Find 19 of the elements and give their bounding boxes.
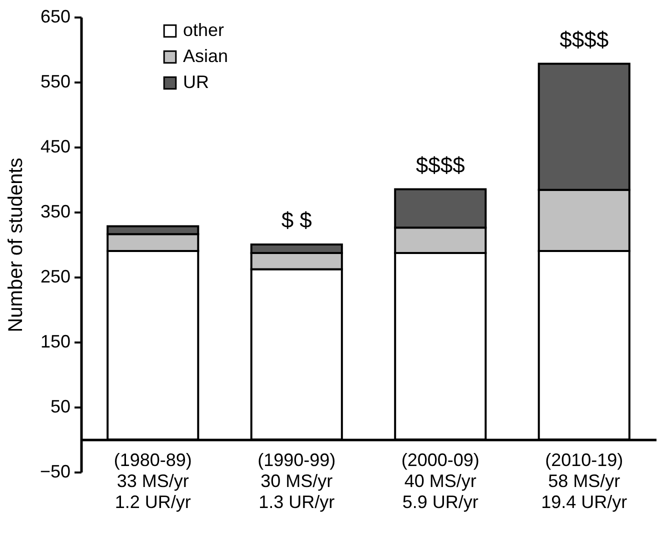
y-tick-label: 350 (40, 202, 70, 222)
y-axis-title: Number of students (4, 158, 27, 332)
annotation: $$$$ (416, 152, 465, 178)
y-tick-label: 650 (40, 6, 70, 26)
x-tick-label: (1980-89) 33 MS/yr 1.2 UR/yr (114, 450, 192, 512)
x-tick-label: (2000-09) 40 MS/yr 5.9 UR/yr (401, 450, 480, 512)
y-tick-label: 250 (40, 266, 70, 286)
legend-label: UR (183, 72, 209, 92)
annotation: $$$$ (560, 26, 609, 52)
x-tick-label: (2010-19) 58 MS/yr 19.4 UR/yr (541, 450, 628, 512)
y-tick-label: 550 (40, 72, 70, 92)
x-tick-label: (1990-99) 30 MS/yr 1.3 UR/yr (258, 450, 336, 512)
legend-label: Asian (183, 46, 228, 66)
annotation: $ $ (281, 208, 312, 232)
y-tick-label: −50 (40, 462, 70, 482)
y-tick-label: 150 (40, 332, 70, 352)
y-tick-label: 450 (40, 136, 70, 156)
legend-label: other (183, 20, 224, 40)
y-tick-label: 50 (50, 396, 70, 416)
